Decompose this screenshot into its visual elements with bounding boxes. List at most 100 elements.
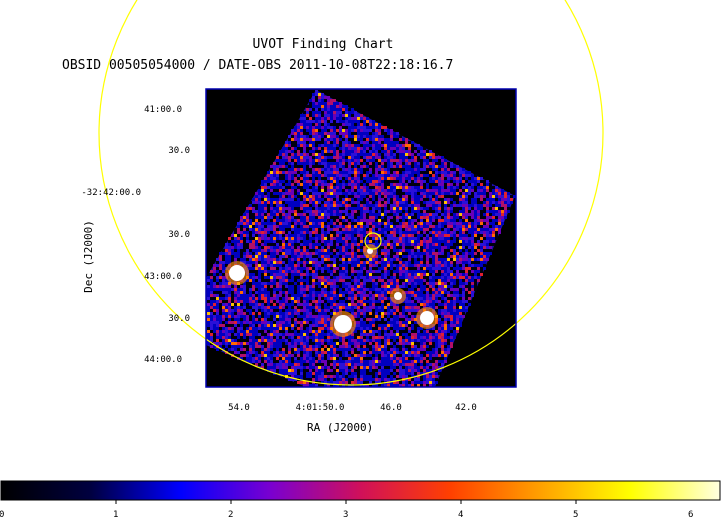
noise-pixel — [288, 204, 291, 207]
noise-pixel — [378, 186, 381, 189]
noise-pixel — [324, 147, 327, 150]
noise-pixel — [315, 120, 318, 123]
noise-pixel — [507, 207, 510, 210]
noise-pixel — [321, 180, 324, 183]
noise-pixel — [372, 267, 375, 270]
noise-pixel — [465, 294, 468, 297]
noise-pixel — [384, 243, 387, 246]
noise-pixel — [327, 102, 330, 105]
noise-pixel — [417, 252, 420, 255]
noise-pixel — [465, 264, 468, 267]
noise-pixel — [324, 168, 327, 171]
noise-pixel — [234, 246, 237, 249]
noise-pixel — [465, 189, 468, 192]
noise-pixel — [480, 243, 483, 246]
noise-pixel — [300, 237, 303, 240]
noise-pixel — [315, 228, 318, 231]
noise-pixel — [246, 246, 249, 249]
noise-pixel — [336, 219, 339, 222]
noise-pixel — [267, 186, 270, 189]
noise-pixel — [219, 252, 222, 255]
noise-pixel — [222, 267, 225, 270]
noise-pixel — [345, 180, 348, 183]
noise-pixel — [318, 96, 321, 99]
noise-pixel — [258, 225, 261, 228]
noise-pixel — [429, 168, 432, 171]
noise-pixel — [258, 207, 261, 210]
noise-pixel — [234, 300, 237, 303]
noise-pixel — [360, 189, 363, 192]
noise-pixel — [339, 186, 342, 189]
noise-pixel — [378, 288, 381, 291]
noise-pixel — [339, 252, 342, 255]
noise-pixel — [435, 183, 438, 186]
noise-pixel — [426, 222, 429, 225]
noise-pixel — [309, 180, 312, 183]
noise-pixel — [411, 285, 414, 288]
noise-pixel — [312, 282, 315, 285]
noise-pixel — [216, 258, 219, 261]
noise-pixel — [357, 213, 360, 216]
noise-pixel — [306, 225, 309, 228]
noise-pixel — [417, 273, 420, 276]
noise-pixel — [363, 186, 366, 189]
noise-pixel — [432, 225, 435, 228]
noise-pixel — [255, 288, 258, 291]
noise-pixel — [300, 171, 303, 174]
noise-pixel — [405, 237, 408, 240]
noise-pixel — [243, 237, 246, 240]
noise-pixel — [345, 114, 348, 117]
noise-pixel — [453, 267, 456, 270]
noise-pixel — [306, 270, 309, 273]
noise-pixel — [384, 204, 387, 207]
noise-pixel — [459, 189, 462, 192]
noise-pixel — [303, 306, 306, 309]
noise-pixel — [345, 105, 348, 108]
noise-pixel — [267, 258, 270, 261]
noise-pixel — [291, 273, 294, 276]
noise-pixel — [264, 210, 267, 213]
noise-pixel — [480, 273, 483, 276]
noise-pixel — [438, 303, 441, 306]
noise-pixel — [444, 171, 447, 174]
noise-pixel — [459, 198, 462, 201]
noise-pixel — [474, 177, 477, 180]
noise-pixel — [234, 258, 237, 261]
noise-pixel — [363, 306, 366, 309]
noise-pixel — [414, 204, 417, 207]
noise-pixel — [354, 240, 357, 243]
noise-pixel — [432, 177, 435, 180]
noise-pixel — [417, 306, 420, 309]
noise-pixel — [363, 117, 366, 120]
noise-pixel — [300, 216, 303, 219]
noise-pixel — [258, 267, 261, 270]
noise-pixel — [249, 225, 252, 228]
noise-pixel — [327, 300, 330, 303]
noise-pixel — [438, 234, 441, 237]
noise-pixel — [411, 150, 414, 153]
noise-pixel — [414, 201, 417, 204]
noise-pixel — [450, 282, 453, 285]
noise-pixel — [462, 171, 465, 174]
noise-pixel — [414, 285, 417, 288]
noise-pixel — [450, 222, 453, 225]
noise-pixel — [381, 195, 384, 198]
noise-pixel — [444, 165, 447, 168]
noise-pixel — [450, 294, 453, 297]
noise-pixel — [267, 192, 270, 195]
noise-pixel — [288, 249, 291, 252]
noise-pixel — [216, 306, 219, 309]
noise-pixel — [387, 189, 390, 192]
noise-pixel — [399, 183, 402, 186]
noise-pixel — [354, 252, 357, 255]
noise-pixel — [450, 213, 453, 216]
noise-pixel — [468, 276, 471, 279]
noise-pixel — [288, 144, 291, 147]
noise-pixel — [279, 279, 282, 282]
noise-pixel — [294, 162, 297, 165]
noise-pixel — [456, 198, 459, 201]
noise-pixel — [351, 294, 354, 297]
noise-pixel — [309, 213, 312, 216]
noise-pixel — [462, 282, 465, 285]
noise-pixel — [279, 162, 282, 165]
